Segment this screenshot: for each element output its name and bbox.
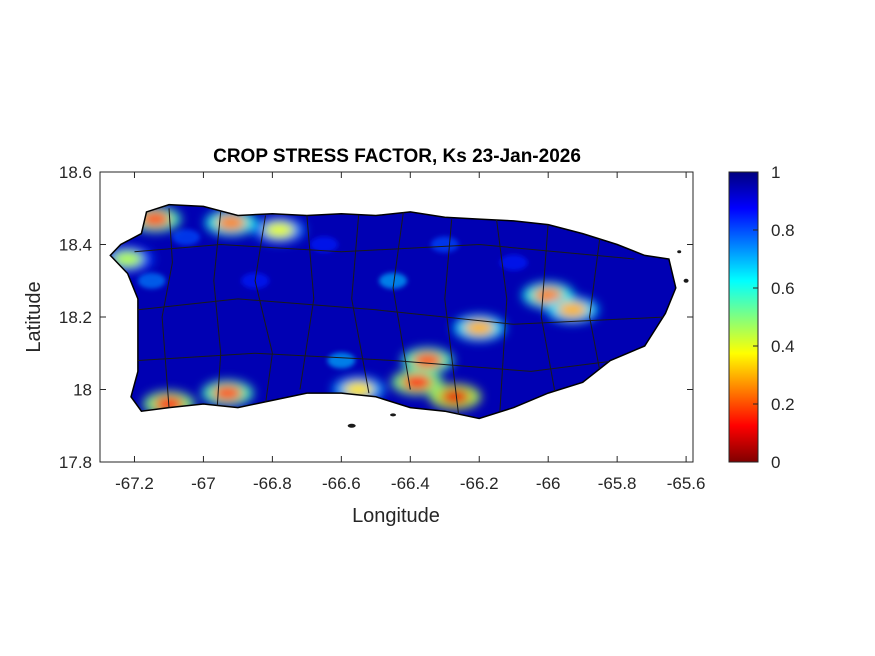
border-9 bbox=[589, 237, 601, 372]
y-tick-label: 17.8 bbox=[59, 453, 92, 472]
zone-core-8 bbox=[557, 301, 588, 318]
colorbar bbox=[728, 171, 759, 463]
colorbar-tick-label: 0 bbox=[771, 453, 780, 472]
border-1 bbox=[213, 211, 222, 408]
border-0 bbox=[161, 208, 173, 408]
zone-core-5 bbox=[412, 352, 443, 369]
zone-core-7 bbox=[533, 287, 564, 304]
colorbar-tick-label: 0.6 bbox=[771, 279, 795, 298]
zone-core-3 bbox=[402, 374, 433, 391]
islet-2 bbox=[347, 423, 356, 428]
islet-0 bbox=[683, 278, 689, 283]
x-tick-label: -66 bbox=[536, 474, 561, 493]
border-5 bbox=[392, 211, 411, 390]
colorbar-tick-label: 0.4 bbox=[771, 337, 795, 356]
coastline bbox=[109, 203, 677, 420]
zone-core-11 bbox=[264, 222, 295, 238]
y-tick-label: 18.2 bbox=[59, 308, 92, 327]
border-2 bbox=[254, 215, 273, 405]
zone-core-10 bbox=[216, 214, 247, 231]
zone-core-12 bbox=[112, 251, 143, 267]
islet-1 bbox=[677, 250, 682, 254]
x-tick-label: -66.8 bbox=[253, 474, 292, 493]
axis-ticks: -67.2 -67 -66.8 -66.6 -66.4 -66.2 -66 -65.8 -65.… bbox=[59, 163, 706, 493]
border-10 bbox=[134, 243, 635, 260]
zone-core-1 bbox=[212, 385, 243, 402]
chart-title: CROP STRESS FACTOR, Ks 23-Jan-2026 bbox=[213, 146, 581, 167]
border-12 bbox=[137, 352, 618, 372]
zone-core-6 bbox=[464, 319, 495, 336]
y-axis-label: Latitude bbox=[23, 281, 45, 352]
y-tick-label: 18.4 bbox=[59, 236, 92, 255]
y-tick-label: 18 bbox=[73, 381, 92, 400]
border-11 bbox=[137, 298, 666, 325]
x-tick-label: -65.6 bbox=[667, 474, 706, 493]
colorbar-tick-label: 0.8 bbox=[771, 221, 795, 240]
border-7 bbox=[496, 219, 508, 412]
x-tick-label: -67 bbox=[191, 474, 216, 493]
zone-core-4 bbox=[440, 388, 471, 405]
zone-core-9 bbox=[140, 211, 171, 228]
x-tick-label: -66.6 bbox=[322, 474, 361, 493]
colorbar-ticks: 1 0.8 0.6 0.4 0.2 0 bbox=[753, 163, 795, 472]
y-tick-label: 18.6 bbox=[59, 163, 92, 182]
x-tick-label: -67.2 bbox=[115, 474, 154, 493]
colorbar-tick-label: 0.2 bbox=[771, 395, 795, 414]
x-tick-label: -65.8 bbox=[598, 474, 637, 493]
islet-3 bbox=[390, 413, 397, 417]
x-axis-label: Longitude bbox=[352, 505, 440, 527]
border-4 bbox=[351, 215, 370, 394]
x-tick-label: -66.2 bbox=[460, 474, 499, 493]
municipality-borders bbox=[134, 208, 666, 415]
x-tick-label: -66.4 bbox=[391, 474, 430, 493]
border-8 bbox=[540, 222, 556, 394]
colorbar-tick-label: 1 bbox=[771, 163, 780, 182]
border-3 bbox=[299, 215, 315, 390]
